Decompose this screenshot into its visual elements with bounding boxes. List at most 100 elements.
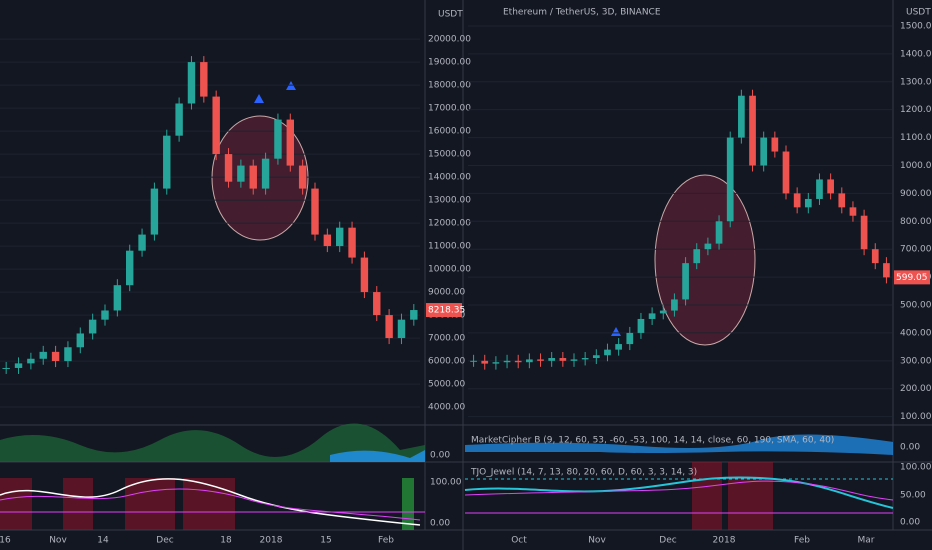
candle [671, 299, 678, 311]
candle [503, 360, 511, 363]
candle [397, 319, 406, 339]
y-tick-label: 12000.00 [428, 219, 471, 229]
candle [101, 310, 109, 320]
y-tick-label: 1100.00 [900, 133, 932, 143]
highlight-ellipse [654, 174, 756, 346]
candle [27, 358, 35, 364]
y-tick-label: 16000.00 [428, 127, 471, 137]
candle [871, 249, 879, 264]
candle [348, 227, 356, 258]
indicator-wave [330, 450, 425, 462]
candle [782, 151, 790, 194]
indicator-line [0, 488, 421, 521]
candle [860, 215, 868, 250]
y-tick-label: 1200.00 [900, 105, 932, 115]
candle [883, 263, 890, 278]
x-tick-label: Feb [794, 536, 810, 546]
shade [402, 478, 414, 530]
candle [816, 179, 823, 199]
candle [559, 358, 567, 361]
y-tick-label: 6000.00 [428, 357, 465, 367]
shade [125, 478, 175, 530]
axis-unit: USDT [438, 10, 463, 20]
indicator-label: 0.00 [900, 443, 920, 453]
candle [804, 198, 812, 208]
marker [611, 327, 621, 336]
x-tick-label: Nov [588, 536, 606, 546]
candle [311, 188, 319, 235]
y-tick-label: 200.00 [900, 384, 932, 394]
candle [150, 188, 159, 235]
x-tick-label: Dec [659, 536, 676, 546]
x-tick-label: 16 [0, 536, 11, 546]
candle [64, 347, 72, 362]
candle [592, 355, 600, 359]
axis-unit: USDT [906, 8, 931, 18]
candle [481, 360, 489, 364]
price-tag-label: 8218.35 [428, 306, 465, 316]
candle [637, 318, 645, 333]
y-tick-label: 1500.00 [900, 21, 932, 31]
shade [0, 478, 32, 530]
indicator-wave [465, 434, 893, 455]
candle [793, 193, 801, 208]
y-tick-label: 11000.00 [428, 242, 471, 252]
shade [183, 478, 235, 530]
candle [838, 193, 846, 208]
y-tick-label: 700.00 [900, 245, 932, 255]
indicator-label: 0.00 [430, 451, 450, 461]
x-tick-label: Oct [511, 536, 527, 546]
candle [175, 103, 183, 136]
candle [336, 227, 344, 247]
candle [224, 154, 233, 182]
candle [237, 165, 245, 182]
candle [738, 95, 745, 138]
price-tag [894, 270, 930, 285]
candle [126, 250, 134, 286]
x-tick-label: 15 [320, 536, 331, 546]
indicator-line [464, 480, 894, 501]
candle [682, 263, 689, 300]
indicator-title: MarketCipher B (9, 12, 60, 53, -60, -53,… [471, 436, 834, 446]
candle [726, 137, 734, 222]
shade [692, 462, 722, 530]
price-tag-label: 599.05 [896, 273, 928, 283]
candle [261, 158, 270, 189]
x-tick-label: Feb [378, 536, 394, 546]
y-tick-label: 19000.00 [428, 58, 471, 68]
candle [39, 351, 47, 359]
y-tick-label: 5000.00 [428, 380, 465, 390]
highlight-ellipse [211, 115, 309, 241]
indicator-line [464, 476, 894, 509]
candle [771, 137, 779, 152]
x-tick-label: Dec [156, 536, 173, 546]
candle [14, 363, 23, 368]
candle [2, 367, 10, 369]
y-tick-label: 300.00 [900, 356, 932, 366]
candle [604, 349, 611, 356]
candle [249, 165, 257, 189]
y-tick-label: 1400.00 [900, 49, 932, 59]
y-tick-label: 13000.00 [428, 196, 471, 206]
y-tick-label: 15000.00 [428, 150, 471, 160]
candle [323, 234, 332, 247]
x-tick-label: 18 [220, 536, 232, 546]
y-tick-label: 1300.00 [900, 77, 932, 87]
y-tick-label: 20000.00 [428, 35, 471, 45]
y-tick-label: 4000.00 [428, 403, 465, 413]
y-tick-label: 900.00 [900, 189, 932, 199]
shade [728, 462, 773, 530]
x-tick-label: 2018 [260, 536, 283, 546]
candle [537, 359, 544, 361]
candle [298, 165, 307, 189]
indicator-label: 0.00 [430, 519, 450, 529]
shade [63, 478, 93, 530]
candle [514, 360, 522, 363]
candle [163, 135, 171, 189]
x-tick-label: 14 [97, 536, 109, 546]
candle [492, 362, 500, 364]
candle [615, 344, 622, 350]
candle [570, 359, 578, 361]
y-tick-label: 800.00 [900, 217, 932, 227]
